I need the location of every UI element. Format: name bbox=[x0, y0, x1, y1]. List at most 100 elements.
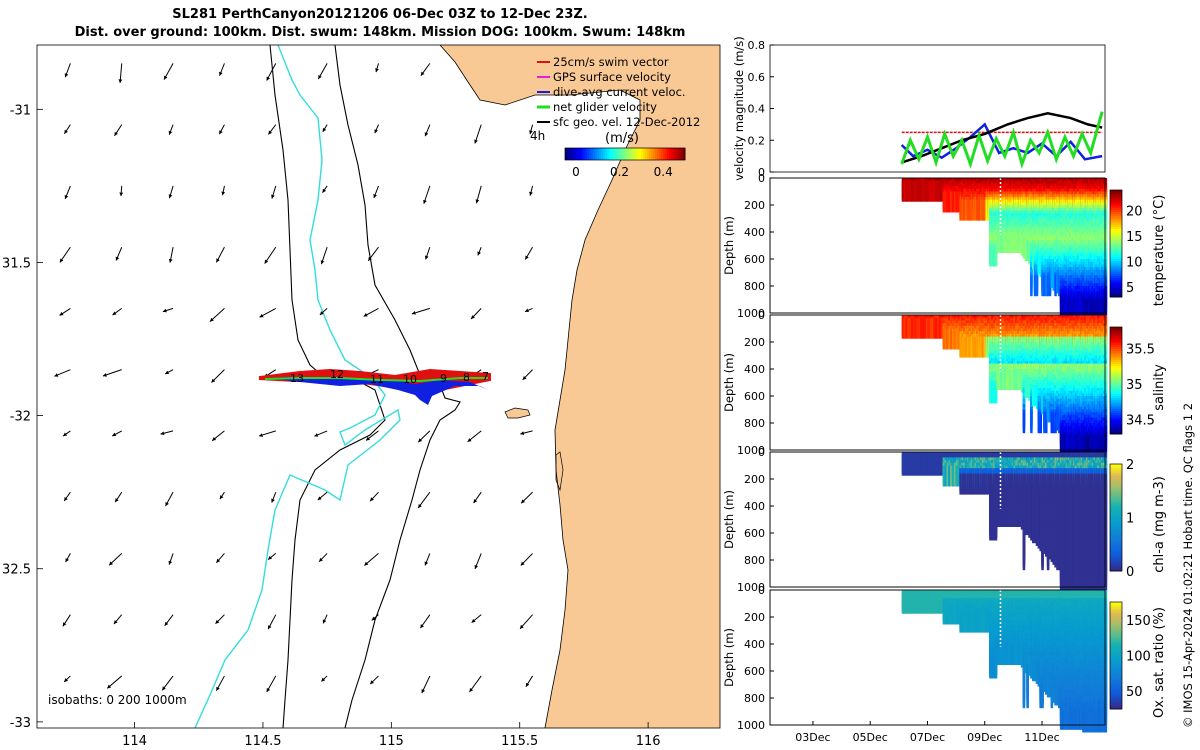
section-data-cell bbox=[970, 336, 974, 358]
sfc-velocity-arrowhead bbox=[474, 564, 479, 569]
section-data-cell bbox=[1080, 433, 1083, 455]
colorbar-cell bbox=[679, 148, 682, 160]
colorbar-cell bbox=[645, 148, 648, 160]
colorbar-cell bbox=[683, 148, 686, 160]
section-data-cell bbox=[1013, 232, 1016, 253]
section-data-cell bbox=[922, 317, 925, 339]
section-data-cell bbox=[935, 180, 938, 202]
section-data-cell bbox=[1091, 436, 1095, 458]
section-colorbar-cell bbox=[1110, 215, 1122, 219]
section-data-cell bbox=[903, 180, 907, 202]
track-label: 7 bbox=[482, 370, 489, 383]
colorbar-cell bbox=[675, 148, 678, 160]
section-data-cell bbox=[1004, 232, 1007, 253]
sfc-velocity-arrowhead bbox=[319, 311, 324, 315]
section-data-cell bbox=[991, 245, 994, 267]
sfc-velocity-arrowhead bbox=[418, 503, 422, 508]
section-data-cell bbox=[1007, 232, 1011, 253]
section-data-cell bbox=[1054, 275, 1057, 297]
colorbar-cell bbox=[627, 148, 630, 160]
sfc-velocity-arrowhead bbox=[209, 317, 214, 322]
section-data-cell bbox=[1072, 296, 1076, 318]
sfc-velocity-arrowhead bbox=[471, 315, 475, 319]
section-colorbar-cell bbox=[1110, 286, 1122, 289]
sfc-velocity-arrowhead bbox=[467, 438, 472, 442]
section-data-cell bbox=[924, 180, 927, 202]
sfc-velocity-arrowhead bbox=[371, 616, 376, 621]
section-data-cell bbox=[1033, 385, 1037, 407]
section-data-cell bbox=[998, 369, 1001, 390]
section-data-cell bbox=[1009, 232, 1013, 253]
section-data-cell bbox=[981, 336, 985, 358]
section-data-cell bbox=[957, 191, 961, 213]
glider-track: 13 12 11 10 9 8 7 bbox=[259, 368, 491, 405]
section-data-cell bbox=[1071, 296, 1074, 318]
section-data-cell bbox=[1022, 412, 1026, 434]
section-data-cell bbox=[1071, 433, 1074, 455]
section-colorbar-cell bbox=[1110, 290, 1122, 294]
sfc-velocity-arrowhead bbox=[113, 620, 118, 625]
track-net-velocity bbox=[264, 377, 488, 383]
section-data-cell bbox=[1089, 299, 1093, 321]
section-data-cell bbox=[1009, 369, 1013, 390]
section-data-cell bbox=[922, 180, 925, 202]
section-y-axis-label: Depth (m) bbox=[722, 216, 736, 275]
section-data-cell bbox=[948, 328, 951, 350]
map-x-tick-label: 114 bbox=[122, 734, 147, 749]
colorbar-cell bbox=[631, 148, 634, 160]
isobaths-note: isobaths: 0 200 1000m bbox=[48, 693, 187, 707]
map-legend: 25cm/s swim vector GPS surface velocity … bbox=[530, 55, 700, 179]
section-colorbar-cell bbox=[1110, 282, 1122, 285]
sfc-velocity-arrowhead bbox=[165, 501, 169, 506]
section-data-cell bbox=[1033, 275, 1037, 297]
section-data-cell bbox=[1031, 248, 1035, 270]
section-data-cell bbox=[1087, 436, 1091, 458]
section-data-cell bbox=[1056, 272, 1059, 294]
land-mass bbox=[440, 45, 720, 728]
section-data-cell bbox=[1089, 436, 1093, 458]
section-data-cell bbox=[1005, 369, 1009, 390]
section-y-tick-label: 1000 bbox=[737, 307, 765, 320]
section-data-cell bbox=[918, 180, 921, 202]
map-x-tick-label: 114.5 bbox=[244, 734, 281, 749]
section-data-cell bbox=[978, 336, 981, 358]
section-data-cell bbox=[957, 328, 961, 350]
section-data-cell bbox=[933, 180, 936, 202]
section-data-cell bbox=[1056, 409, 1059, 431]
sfc-velocity-arrowhead bbox=[469, 688, 474, 692]
sfc-velocity-arrowhead bbox=[264, 259, 269, 264]
sfc-velocity-arrowhead bbox=[59, 258, 64, 263]
track-label: 9 bbox=[440, 372, 447, 385]
sfc-velocity-arrowhead bbox=[374, 129, 378, 134]
sfc-velocity-arrowhead bbox=[473, 499, 478, 504]
colorbar-cell bbox=[609, 148, 612, 160]
sfc-velocity-arrowhead bbox=[271, 498, 275, 503]
section-data-cell bbox=[903, 317, 907, 339]
section-data-cell bbox=[983, 336, 987, 358]
section-data-cell bbox=[1074, 296, 1078, 318]
section-data-cell bbox=[992, 245, 996, 267]
section-data-cell bbox=[1048, 401, 1052, 423]
section-colorbar-cell bbox=[1110, 271, 1122, 274]
section-data-cell bbox=[968, 199, 972, 221]
section-colorbar-cell bbox=[1110, 226, 1122, 230]
section-data-cell bbox=[1037, 253, 1041, 275]
velocity-y-tick-label: 0 bbox=[758, 166, 765, 179]
section-data-cell bbox=[1043, 412, 1046, 434]
colorbar-tick-label: 0.2 bbox=[610, 165, 629, 179]
section-data-cell bbox=[974, 336, 977, 358]
sfc-velocity-arrowhead bbox=[366, 436, 371, 441]
section-colorbar-cell bbox=[1110, 243, 1122, 247]
colorbar-cell bbox=[595, 148, 598, 160]
section-data-cell bbox=[1039, 256, 1042, 278]
section-data-cell bbox=[1007, 369, 1011, 390]
sfc-velocity-arrowhead bbox=[317, 496, 322, 501]
sfc-velocity-arrowhead bbox=[411, 311, 416, 315]
section-colorbar-cell bbox=[1110, 224, 1122, 227]
section-data-cell bbox=[929, 180, 933, 202]
map-y-tick-label: 32.5 bbox=[2, 563, 31, 578]
section-colorbar-cell bbox=[1110, 234, 1122, 238]
sfc-velocity-arrowhead bbox=[64, 129, 68, 134]
colorbar-cell bbox=[671, 148, 674, 160]
colorbar-cell bbox=[569, 148, 572, 160]
